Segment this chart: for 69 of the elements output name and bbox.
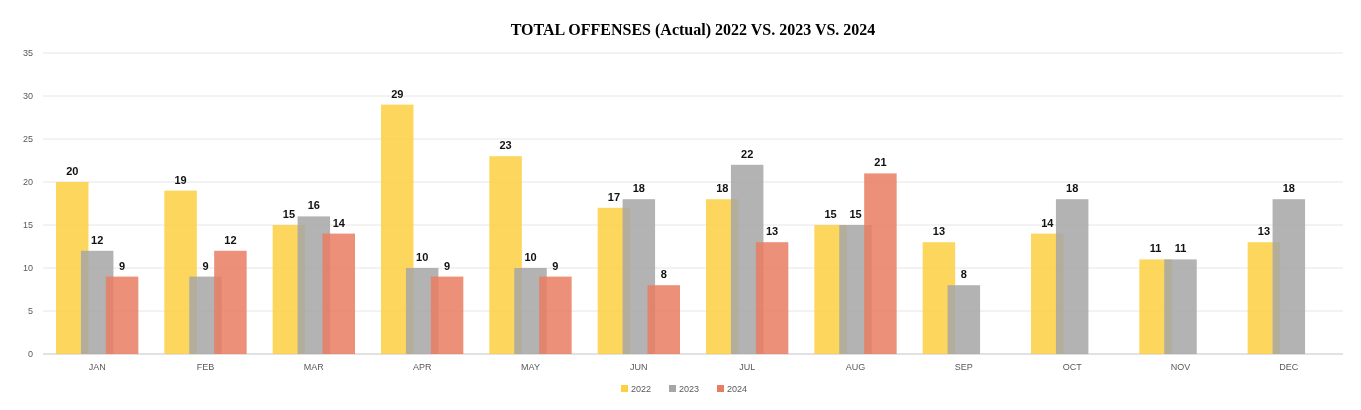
bar bbox=[1164, 259, 1197, 354]
x-tick-label: DEC bbox=[1279, 362, 1299, 372]
x-tick-label: MAY bbox=[521, 362, 540, 372]
x-tick-label: MAR bbox=[303, 362, 325, 372]
data-label: 8 bbox=[660, 268, 667, 281]
bar bbox=[755, 242, 789, 354]
data-label: 10 bbox=[524, 251, 537, 263]
data-label: 18 bbox=[1066, 182, 1079, 195]
x-tick-label: JUN bbox=[630, 362, 648, 372]
data-label: 13 bbox=[1257, 225, 1271, 238]
x-tick-label: NOV bbox=[1170, 362, 1191, 372]
data-label: 16 bbox=[307, 199, 320, 212]
data-label: 17 bbox=[607, 190, 621, 203]
bar bbox=[1272, 199, 1306, 354]
y-tick-label: 10 bbox=[22, 263, 33, 273]
chart-title: TOTAL OFFENSES (Actual) 2022 VS. 2023 VS. 2024 bbox=[510, 21, 876, 39]
data-label: 10 bbox=[416, 251, 429, 263]
data-label: 18 bbox=[716, 182, 729, 195]
bar bbox=[214, 250, 247, 354]
data-label: 12 bbox=[91, 233, 104, 246]
data-label: 22 bbox=[741, 147, 754, 160]
bar bbox=[105, 276, 139, 354]
data-label: 21 bbox=[874, 156, 887, 169]
x-tick-label: JAN bbox=[88, 362, 106, 372]
bar bbox=[430, 276, 464, 354]
bar bbox=[322, 233, 355, 354]
data-label: 12 bbox=[224, 233, 237, 246]
data-label: 11 bbox=[1174, 242, 1187, 255]
data-label: 14 bbox=[332, 216, 346, 229]
data-label: 18 bbox=[632, 182, 645, 195]
data-label: 9 bbox=[119, 259, 126, 272]
x-tick-label: AUG bbox=[845, 362, 866, 372]
bar bbox=[947, 285, 981, 354]
data-label: 9 bbox=[202, 259, 209, 272]
x-tick-label: FEB bbox=[196, 362, 215, 372]
data-label: 29 bbox=[391, 87, 404, 100]
y-tick-label: 20 bbox=[22, 177, 33, 187]
data-label: 14 bbox=[1041, 216, 1055, 229]
legend-label: 2023 bbox=[679, 384, 700, 394]
bar bbox=[864, 173, 897, 354]
data-label: 9 bbox=[552, 259, 559, 272]
legend-label: 2022 bbox=[631, 384, 652, 394]
data-label: 19 bbox=[174, 173, 187, 186]
y-tick-label: 25 bbox=[22, 134, 33, 144]
legend-label: 2024 bbox=[727, 384, 748, 394]
data-label: 15 bbox=[824, 208, 837, 220]
x-tick-label: APR bbox=[412, 362, 432, 372]
bar bbox=[1055, 199, 1089, 354]
data-label: 18 bbox=[1282, 182, 1295, 195]
bar bbox=[539, 276, 572, 354]
y-tick-label: 0 bbox=[27, 349, 33, 359]
x-tick-label: JUL bbox=[739, 362, 756, 372]
bar bbox=[647, 285, 680, 354]
y-tick-label: 30 bbox=[22, 91, 33, 101]
data-label: 15 bbox=[282, 208, 296, 220]
data-label: 13 bbox=[765, 225, 779, 238]
data-label: 13 bbox=[932, 225, 946, 238]
x-tick-label: OCT bbox=[1062, 362, 1083, 372]
y-tick-label: 5 bbox=[27, 306, 33, 316]
data-label: 15 bbox=[849, 208, 862, 220]
x-tick-label: SEP bbox=[954, 362, 973, 372]
data-label: 23 bbox=[499, 139, 512, 152]
data-label: 20 bbox=[66, 165, 79, 177]
y-tick-label: 15 bbox=[22, 220, 33, 230]
data-label: 9 bbox=[444, 259, 451, 272]
y-tick-label: 35 bbox=[22, 48, 33, 58]
data-label: 8 bbox=[960, 268, 967, 281]
bar bbox=[381, 104, 414, 354]
data-label: 11 bbox=[1149, 242, 1162, 255]
